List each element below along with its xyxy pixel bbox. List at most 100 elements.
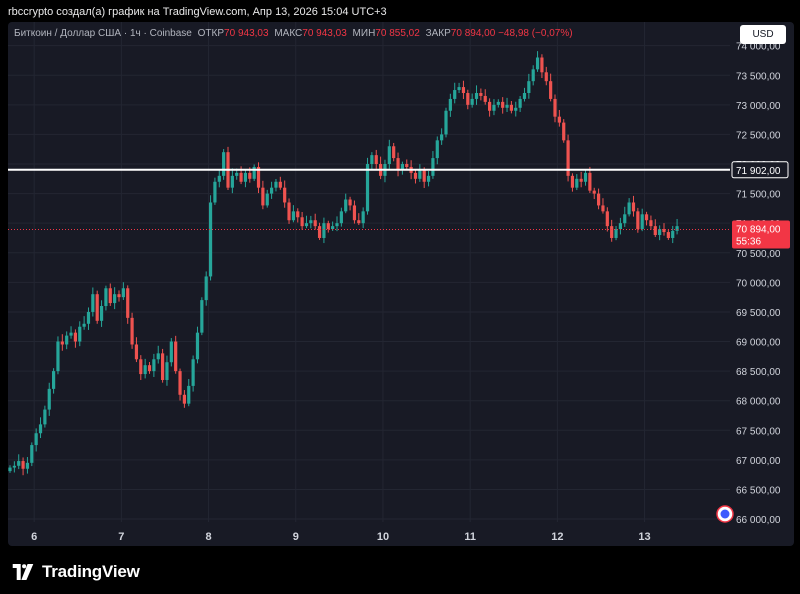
- resistance-badge-label: 71 902,00: [736, 166, 781, 177]
- candle-body: [400, 164, 404, 170]
- candle-body: [339, 211, 343, 224]
- candle-body: [252, 166, 256, 179]
- y-tick-label: 73 500,00: [736, 71, 781, 82]
- candle-body: [304, 223, 309, 227]
- candle-body: [143, 365, 147, 375]
- candle-body: [422, 169, 426, 182]
- candlestick-chart[interactable]: 66 000,00 66 500,00 67 000,00 67 500,00 68 0…: [8, 22, 794, 546]
- candle-body: [496, 101, 500, 105]
- tradingview-brand: TradingView: [42, 562, 140, 581]
- candle-body: [30, 445, 34, 463]
- candle-body: [501, 101, 505, 108]
- candle-body: [509, 104, 513, 111]
- candle-body: [540, 57, 544, 73]
- currency-button[interactable]: USD: [740, 25, 786, 44]
- candle-body: [25, 462, 30, 469]
- candle-body: [348, 199, 352, 206]
- candle-body: [152, 359, 156, 372]
- x-tick-label: 10: [377, 531, 389, 543]
- candle-body: [518, 98, 522, 108]
- candle-body: [34, 433, 38, 446]
- candle-body: [479, 93, 483, 96]
- candle-body: [130, 317, 134, 345]
- candle-body: [126, 288, 130, 318]
- candle-body: [195, 332, 200, 360]
- candle-body: [147, 365, 152, 372]
- tradingview-logo: TradingView: [10, 560, 140, 584]
- candle-body: [352, 205, 357, 221]
- x-tick-label: 9: [293, 531, 299, 543]
- candle-body: [466, 93, 470, 105]
- y-tick-label: 70 000,00: [736, 278, 781, 289]
- candle-body: [566, 140, 570, 176]
- candle-body: [640, 214, 644, 230]
- candle-body: [108, 288, 112, 304]
- candle-body: [134, 344, 139, 360]
- x-tick-label: 7: [118, 531, 124, 543]
- candle-body: [644, 214, 649, 221]
- candle-body: [448, 98, 452, 111]
- candle-body: [413, 172, 418, 179]
- candle-body: [387, 146, 391, 165]
- candle-body: [174, 341, 178, 372]
- candle-body: [631, 202, 636, 212]
- legend-low-value: 70 855,02: [375, 28, 420, 39]
- candle-body: [461, 87, 466, 94]
- x-tick-label: 12: [551, 531, 563, 543]
- y-tick-label: 66 500,00: [736, 485, 781, 496]
- candle-body: [583, 172, 588, 182]
- candle-body: [579, 178, 583, 182]
- y-tick-label: 69 500,00: [736, 308, 781, 319]
- candle-body: [426, 175, 431, 182]
- candle-body: [165, 362, 169, 380]
- y-tick-label: 74 000,00: [736, 42, 781, 53]
- candle-body: [278, 181, 282, 188]
- candle-body: [317, 226, 322, 238]
- candle-body: [287, 202, 291, 221]
- candle-body: [570, 175, 575, 188]
- candle-body: [453, 90, 457, 99]
- candle-body: [610, 226, 614, 238]
- y-tick-label: 70 500,00: [736, 249, 781, 260]
- candle-body: [658, 229, 662, 236]
- candle-body: [121, 288, 125, 298]
- chart-legend: Биткоин / Доллар США · 1ч · Coinbase ОТК…: [14, 26, 573, 42]
- legend-high-label: МАКС: [274, 28, 303, 39]
- candle-body: [344, 199, 348, 212]
- candle-body: [217, 175, 221, 182]
- candle-body: [291, 211, 295, 221]
- candle-body: [169, 341, 173, 363]
- candle-body: [12, 465, 16, 468]
- y-tick-label: 68 000,00: [736, 397, 781, 408]
- candle-body: [361, 211, 365, 224]
- candle-body: [69, 332, 73, 336]
- candle-body: [222, 152, 226, 176]
- candle-body: [296, 211, 300, 218]
- legend-open-value: 70 943,03: [224, 28, 269, 39]
- candle-body: [208, 202, 213, 277]
- candle-body: [86, 311, 91, 324]
- candle-body: [527, 81, 531, 94]
- candle-body: [483, 95, 487, 102]
- candle-body: [60, 341, 64, 345]
- candle-body: [653, 226, 657, 236]
- candle-body: [488, 101, 492, 111]
- candle-body: [99, 306, 104, 321]
- candle-body: [235, 172, 239, 176]
- y-tick-label: 68 500,00: [736, 367, 781, 378]
- candle-body: [8, 467, 12, 472]
- candle-body: [283, 187, 287, 203]
- events-icon-dot: [720, 509, 730, 519]
- legend-high-value: 70 943,03: [302, 28, 347, 39]
- candle-body: [117, 294, 121, 298]
- chart-caption: rbccrypto создал(а) график на TradingVie…: [8, 6, 387, 18]
- chart-frame[interactable]: 66 000,00 66 500,00 67 000,00 67 500,00 68 0…: [8, 22, 794, 546]
- candle-body: [331, 226, 335, 230]
- candle-body: [474, 93, 479, 99]
- candle-body: [187, 385, 191, 404]
- candle-body: [204, 276, 208, 301]
- y-tick-label: 73 000,00: [736, 101, 781, 112]
- candle-body: [322, 223, 326, 238]
- candle-body: [56, 341, 60, 372]
- candle-body: [156, 353, 160, 360]
